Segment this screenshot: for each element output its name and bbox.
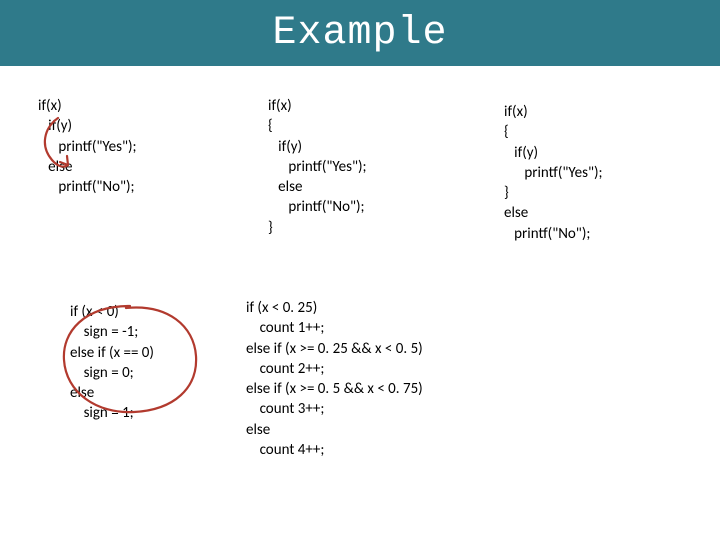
code-block-c: if(x) { if(y) printf("Yes"); } else prin… [504,102,603,244]
code-block-a: if(x) if(y) printf("Yes"); else printf("… [38,96,137,197]
code-block-b: if(x) { if(y) printf("Yes"); else printf… [268,96,367,238]
code-block-e: if (x < 0. 25) count 1++; else if (x >= … [246,298,423,460]
slide-content: if(x) if(y) printf("Yes"); else printf("… [0,66,720,540]
slide-title: Example [272,11,447,56]
slide-header: Example [0,0,720,66]
code-block-d: if (x < 0) sign = -1; else if (x == 0) s… [70,302,154,424]
